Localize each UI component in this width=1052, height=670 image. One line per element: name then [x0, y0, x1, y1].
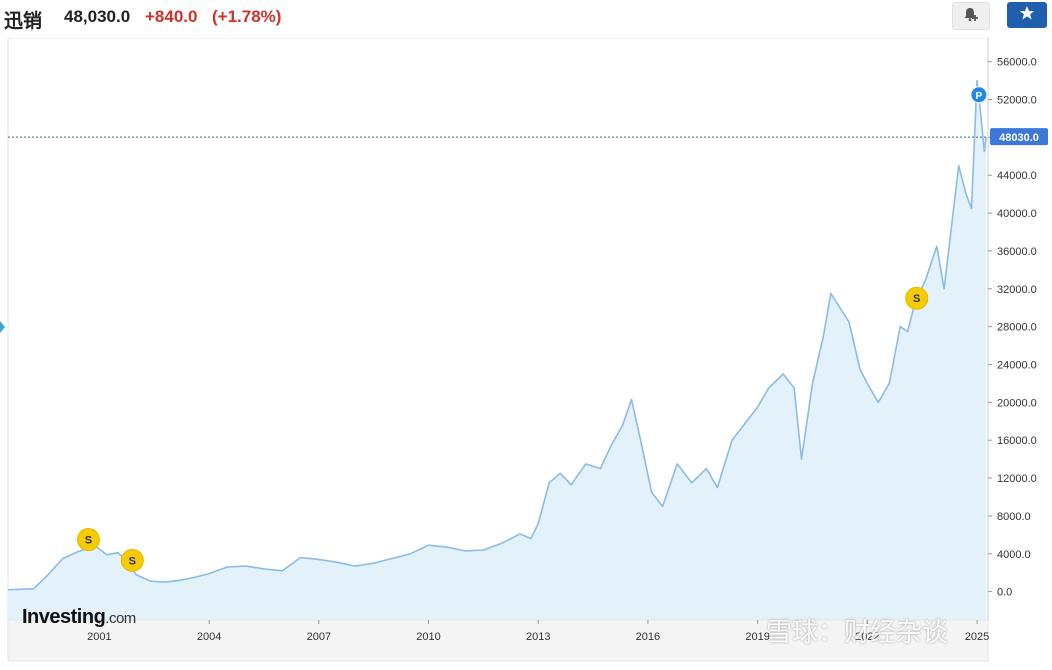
- event-marker-label: S: [85, 535, 92, 547]
- left-scroll-handle: [0, 321, 5, 333]
- x-tick-label: 2001: [87, 631, 111, 643]
- price-area: [8, 80, 987, 621]
- current-price-label: 48030.0: [999, 132, 1039, 144]
- y-tick-label: 52000.0: [997, 95, 1037, 107]
- y-tick-label: 36000.0: [997, 246, 1037, 258]
- y-tick-label: 24000.0: [997, 359, 1037, 371]
- x-tick-label: 2004: [197, 631, 221, 643]
- x-tick-label: 2013: [526, 631, 550, 643]
- investing-logo: Investing.com: [22, 606, 136, 628]
- y-tick-label: 16000.0: [997, 435, 1037, 447]
- event-marker: [905, 286, 929, 310]
- current-price-badge: [990, 128, 1048, 146]
- chart-svg[interactable]: 56000.052000.048000.044000.040000.036000…: [0, 37, 1052, 665]
- x-tick-label: 2007: [307, 631, 331, 643]
- event-marker-label: S: [913, 293, 920, 305]
- event-marker: [970, 86, 988, 104]
- x-tick-label: 2022: [855, 631, 879, 643]
- y-tick-label: 40000.0: [997, 208, 1037, 220]
- price-change-percent: (+1.78%): [212, 7, 282, 26]
- y-tick-label: 4000.0: [997, 549, 1031, 561]
- x-tick-label: 2010: [416, 631, 440, 643]
- event-marker: [76, 528, 100, 552]
- y-tick-label: 32000.0: [997, 284, 1037, 296]
- add-to-watchlist-button[interactable]: [1007, 2, 1047, 28]
- instrument-name: 迅销: [4, 11, 43, 32]
- event-marker-label: P: [976, 91, 983, 102]
- x-tick-label: 2019: [745, 631, 769, 643]
- y-tick-label: 12000.0: [997, 473, 1037, 485]
- x-tick-label: 2025: [965, 631, 989, 643]
- y-tick-label: 28000.0: [997, 322, 1037, 334]
- add-alert-button[interactable]: [952, 2, 990, 30]
- x-tick-label: 2016: [636, 631, 660, 643]
- y-tick-label: 44000.0: [997, 170, 1037, 182]
- y-tick-label: 20000.0: [997, 397, 1037, 409]
- y-tick-label: 56000.0: [997, 57, 1037, 69]
- watermark-text: 雪球：财经杂谈: [766, 618, 949, 648]
- y-tick-label: 8000.0: [997, 511, 1031, 523]
- price-line: [7, 79, 987, 591]
- y-tick-label: 0.0: [997, 587, 1012, 599]
- event-marker: [120, 548, 144, 572]
- star-icon: [1019, 5, 1035, 26]
- quote-header: 迅销 48,030.0 +840.0 (+1.78%): [0, 0, 1052, 38]
- event-marker-label: S: [129, 555, 136, 567]
- price-chart[interactable]: 56000.052000.048000.044000.040000.036000…: [0, 37, 1052, 670]
- last-price: 48,030.0: [64, 7, 131, 26]
- bell-plus-icon: [962, 5, 980, 28]
- x-axis-strip: [7, 619, 989, 662]
- price-change: +840.0: [145, 7, 198, 26]
